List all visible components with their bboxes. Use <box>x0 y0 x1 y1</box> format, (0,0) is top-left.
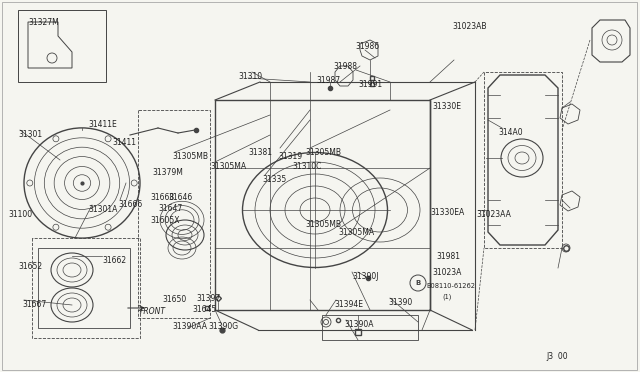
Text: 31390J: 31390J <box>352 272 378 281</box>
Text: 314A0: 314A0 <box>498 128 523 137</box>
Text: 31991: 31991 <box>358 80 382 89</box>
Text: J3  00: J3 00 <box>546 352 568 361</box>
Text: 31023A: 31023A <box>432 268 461 277</box>
Text: 31335: 31335 <box>262 175 286 184</box>
Text: (1): (1) <box>442 294 451 301</box>
Text: 31310C: 31310C <box>292 162 321 171</box>
Text: 31394E: 31394E <box>334 300 363 309</box>
Text: 31327M: 31327M <box>28 18 59 27</box>
Text: 31310: 31310 <box>238 72 262 81</box>
Text: 31305MA: 31305MA <box>338 228 374 237</box>
Text: 31301: 31301 <box>18 130 42 139</box>
Text: 31023AA: 31023AA <box>476 210 511 219</box>
Text: 31981: 31981 <box>436 252 460 261</box>
Text: 31411: 31411 <box>112 138 136 147</box>
Text: 31411E: 31411E <box>88 120 116 129</box>
Text: 31330EA: 31330EA <box>430 208 464 217</box>
Text: FRONT: FRONT <box>140 307 166 316</box>
Text: 31646: 31646 <box>168 193 192 202</box>
Text: 31319: 31319 <box>278 152 302 161</box>
Text: 31390G: 31390G <box>208 322 238 331</box>
Text: 31390: 31390 <box>388 298 412 307</box>
Text: 31390A: 31390A <box>344 320 374 329</box>
Text: 31397: 31397 <box>196 294 220 303</box>
Text: 31381: 31381 <box>248 148 272 157</box>
Text: 31666: 31666 <box>118 200 142 209</box>
Text: 31647: 31647 <box>158 204 182 213</box>
Text: 31379M: 31379M <box>152 168 183 177</box>
Text: 31987: 31987 <box>316 76 340 85</box>
Text: B: B <box>415 280 420 286</box>
Text: 31667: 31667 <box>22 300 46 309</box>
Text: B08110-61262: B08110-61262 <box>426 283 475 289</box>
Text: 31301A: 31301A <box>88 205 117 214</box>
Text: 31305MB: 31305MB <box>305 220 341 229</box>
Text: 31662: 31662 <box>102 256 126 265</box>
Text: 31330E: 31330E <box>432 102 461 111</box>
Text: 31305MB: 31305MB <box>305 148 341 157</box>
Text: 31605X: 31605X <box>150 216 179 225</box>
Text: 31305MA: 31305MA <box>210 162 246 171</box>
Text: 31988: 31988 <box>333 62 357 71</box>
Text: 31023AB: 31023AB <box>452 22 486 31</box>
Text: 31668: 31668 <box>150 193 174 202</box>
Text: 31986: 31986 <box>355 42 379 51</box>
Text: 31652: 31652 <box>18 262 42 271</box>
Text: 31100: 31100 <box>8 210 32 219</box>
Text: 31650: 31650 <box>162 295 186 304</box>
Text: 31645: 31645 <box>192 305 216 314</box>
Text: 31390AA: 31390AA <box>172 322 207 331</box>
Text: 31305MB: 31305MB <box>172 152 208 161</box>
Bar <box>18 10 106 82</box>
